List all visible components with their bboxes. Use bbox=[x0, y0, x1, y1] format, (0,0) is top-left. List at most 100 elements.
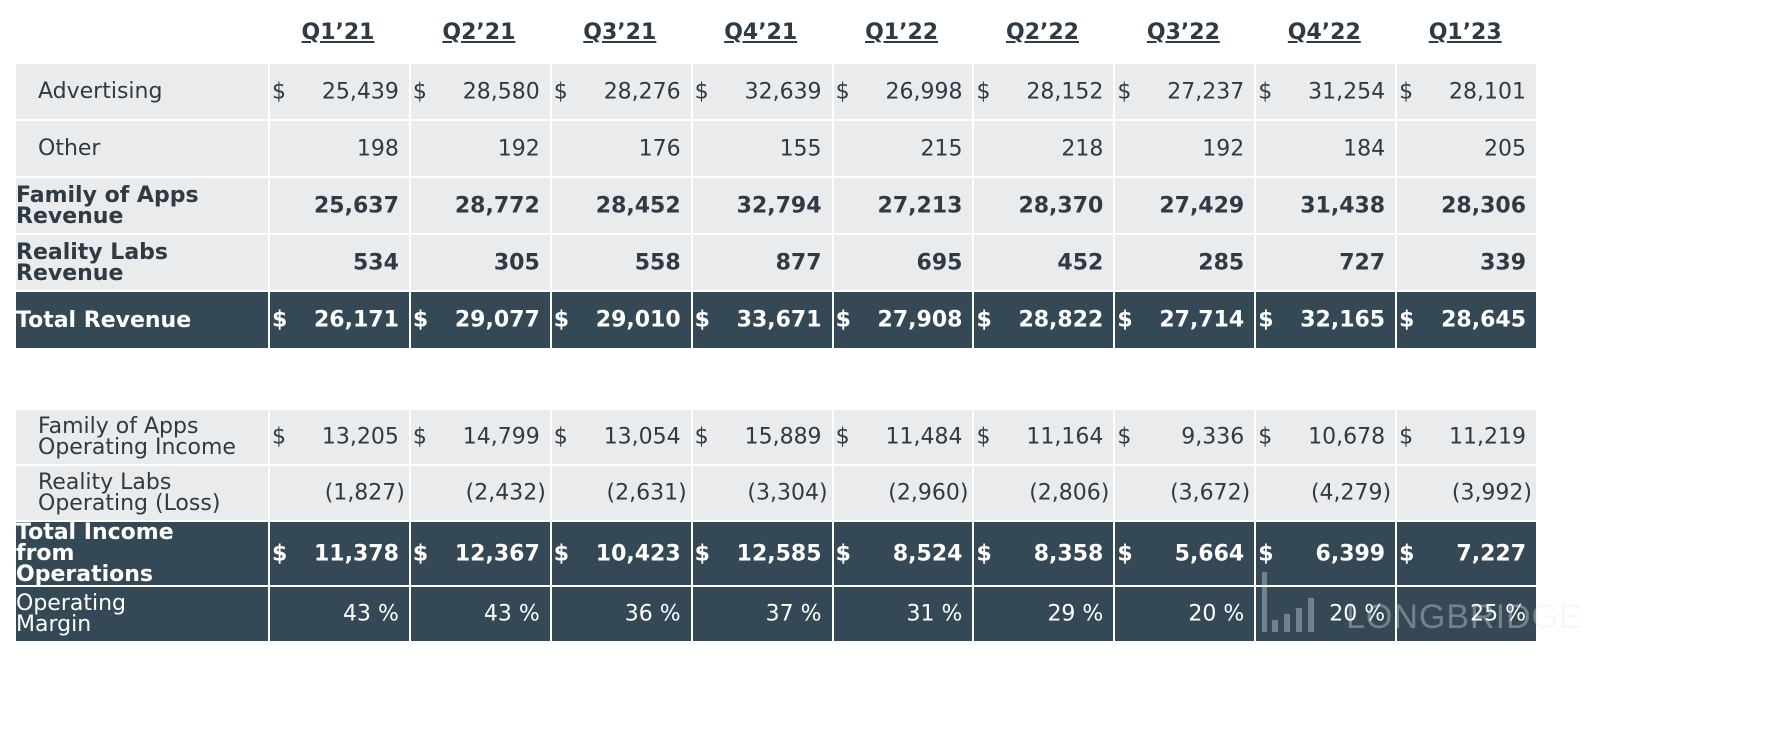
row-label-cell: Advertising bbox=[14, 62, 270, 121]
cell-value: 534 bbox=[352, 250, 399, 275]
value-cell: 28,306 bbox=[1395, 176, 1539, 235]
cell-value: 27,237 bbox=[1167, 79, 1245, 104]
cell-value: 13,054 bbox=[603, 424, 681, 450]
value-cell: 695 bbox=[831, 233, 975, 292]
currency-symbol: $ bbox=[553, 541, 570, 566]
value-cell: 28,452 bbox=[549, 176, 693, 235]
cell-value: 25 % bbox=[1470, 601, 1527, 627]
table-row: Reality Labs Revenue 534 305 558 877 695 452 28… bbox=[14, 233, 1539, 292]
value-cell: $13,205 bbox=[268, 408, 411, 466]
revenue-table: Advertising $25,439 $28,580 $28,276 $32,639 $… bbox=[14, 62, 1539, 350]
cell-value: 198 bbox=[356, 136, 399, 161]
cell-value: 12,585 bbox=[736, 541, 822, 566]
currency-symbol: $ bbox=[1399, 307, 1415, 333]
currency-symbol: $ bbox=[1117, 424, 1132, 450]
value-cell: 155 bbox=[690, 119, 834, 178]
value-cell: $12,367 bbox=[408, 520, 552, 587]
cell-value: 192 bbox=[1202, 136, 1245, 161]
value-cell: (4,279) bbox=[1254, 464, 1398, 522]
cell-value: 26,171 bbox=[313, 307, 399, 333]
value-cell: 184 bbox=[1254, 119, 1398, 178]
cell-value: 28,306 bbox=[1441, 193, 1527, 218]
value-cell: 43 % bbox=[268, 585, 411, 643]
cell-value: 727 bbox=[1339, 250, 1386, 275]
value-cell: 37 % bbox=[690, 585, 834, 643]
value-cell: 452 bbox=[972, 233, 1116, 292]
cell-value: 29,077 bbox=[454, 307, 540, 333]
row-label: Total Revenue bbox=[16, 307, 192, 333]
table-row: Total Income from Operations $11,378 $12,3… bbox=[14, 520, 1539, 587]
currency-symbol: $ bbox=[553, 307, 570, 333]
row-label-cell: Family of Apps Operating Income bbox=[14, 408, 270, 466]
row-label: Other bbox=[38, 136, 101, 161]
currency-symbol: $ bbox=[835, 79, 850, 104]
value-cell: $9,336 bbox=[1113, 408, 1257, 466]
value-cell: 198 bbox=[268, 119, 411, 178]
cell-value: (4,279) bbox=[1310, 480, 1392, 506]
value-cell: $27,908 bbox=[831, 290, 975, 350]
cell-value: 31 % bbox=[906, 601, 963, 627]
value-cell: $10,423 bbox=[549, 520, 693, 587]
value-cell: 727 bbox=[1254, 233, 1398, 292]
quarter-header: Q2’21 bbox=[442, 20, 516, 45]
row-label: Reality Labs Revenue bbox=[16, 239, 169, 286]
cell-value: 10,423 bbox=[595, 541, 681, 566]
cell-value: 452 bbox=[1057, 250, 1104, 275]
cell-value: 25,439 bbox=[321, 79, 399, 104]
currency-symbol: $ bbox=[412, 79, 427, 104]
value-cell: $14,799 bbox=[408, 408, 552, 466]
cell-value: 28,370 bbox=[1018, 193, 1104, 218]
table-row: Reality Labs Operating (Loss) (1,827) (2,4… bbox=[14, 464, 1539, 522]
cell-value: 5,664 bbox=[1174, 541, 1245, 566]
value-cell: $7,227 bbox=[1395, 520, 1539, 587]
cell-value: 31,438 bbox=[1300, 193, 1386, 218]
value-cell: 31 % bbox=[831, 585, 975, 643]
cell-value: 10,678 bbox=[1308, 424, 1386, 450]
currency-symbol: $ bbox=[412, 307, 429, 333]
value-cell: $28,152 bbox=[972, 62, 1116, 121]
value-cell: $28,101 bbox=[1395, 62, 1539, 121]
quarter-header: Q4’22 bbox=[1287, 20, 1361, 45]
cell-value: 28,645 bbox=[1441, 307, 1527, 333]
cell-value: 27,429 bbox=[1159, 193, 1245, 218]
row-label-cell: Operating Margin bbox=[14, 585, 270, 643]
currency-symbol: $ bbox=[694, 79, 709, 104]
value-cell: 534 bbox=[268, 233, 411, 292]
value-cell: (3,992) bbox=[1395, 464, 1539, 522]
currency-symbol: $ bbox=[976, 79, 991, 104]
cell-value: 28,101 bbox=[1449, 79, 1527, 104]
cell-value: 218 bbox=[1061, 136, 1104, 161]
quarter-header: Q1’21 bbox=[301, 20, 375, 45]
currency-symbol: $ bbox=[694, 424, 709, 450]
cell-value: 6,399 bbox=[1315, 541, 1386, 566]
cell-value: 176 bbox=[638, 136, 681, 161]
cell-value: 29,010 bbox=[595, 307, 681, 333]
cell-value: 33,671 bbox=[736, 307, 822, 333]
value-cell: 25 % bbox=[1395, 585, 1539, 643]
currency-symbol: $ bbox=[1117, 541, 1133, 566]
cell-value: 27,714 bbox=[1159, 307, 1245, 333]
value-cell: $13,054 bbox=[549, 408, 693, 466]
value-cell: 28,772 bbox=[408, 176, 552, 235]
value-cell: 558 bbox=[549, 233, 693, 292]
value-cell: 25,637 bbox=[268, 176, 411, 235]
value-cell: $11,378 bbox=[268, 520, 411, 587]
cell-value: 13,205 bbox=[321, 424, 399, 450]
value-cell: $27,237 bbox=[1113, 62, 1257, 121]
value-cell: $11,219 bbox=[1395, 408, 1539, 466]
cell-value: 27,213 bbox=[877, 193, 963, 218]
cell-value: 36 % bbox=[624, 601, 681, 627]
row-label: Family of Apps Revenue bbox=[16, 182, 199, 229]
value-cell: 877 bbox=[690, 233, 834, 292]
cell-value: 31,254 bbox=[1308, 79, 1386, 104]
quarter-header: Q1’23 bbox=[1428, 20, 1502, 45]
value-cell: $32,639 bbox=[690, 62, 834, 121]
row-label: Family of Apps Operating Income bbox=[38, 414, 236, 460]
cell-value: 32,639 bbox=[744, 79, 822, 104]
cell-value: 28,822 bbox=[1018, 307, 1104, 333]
cell-value: 26,998 bbox=[885, 79, 963, 104]
value-cell: 31,438 bbox=[1254, 176, 1398, 235]
value-cell: 32,794 bbox=[690, 176, 834, 235]
cell-value: 8,524 bbox=[892, 541, 963, 566]
cell-value: 695 bbox=[916, 250, 963, 275]
